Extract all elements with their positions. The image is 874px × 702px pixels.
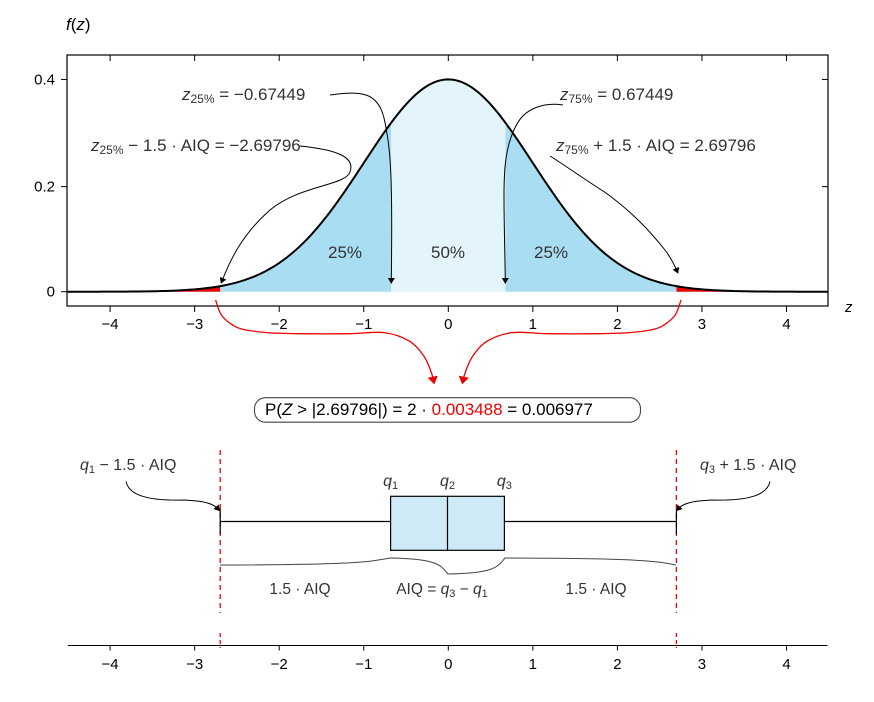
svg-text:z75% = 0.67449: z75% = 0.67449 — [559, 85, 673, 106]
svg-text:25%: 25% — [328, 243, 362, 262]
svg-text:1.5 · AIQ: 1.5 · AIQ — [565, 581, 626, 598]
svg-text:0: 0 — [47, 284, 55, 301]
svg-text:P(Z > |2.69796|) = 2 · 0.00348: P(Z > |2.69796|) = 2 · 0.003488 = 0.0069… — [265, 400, 593, 419]
svg-text:3: 3 — [698, 316, 706, 333]
svg-text:2: 2 — [613, 316, 621, 333]
svg-text:1.5 · AIQ: 1.5 · AIQ — [269, 581, 330, 598]
svg-text:0: 0 — [444, 656, 452, 673]
svg-text:25%: 25% — [534, 243, 568, 262]
svg-text:z: z — [844, 299, 853, 316]
svg-text:−3: −3 — [186, 316, 203, 333]
svg-text:0: 0 — [444, 316, 452, 333]
svg-text:AIQ = q3 − q1: AIQ = q3 − q1 — [396, 581, 488, 600]
svg-text:z25% = −0.67449: z25% = −0.67449 — [181, 85, 305, 106]
svg-text:4: 4 — [782, 656, 790, 673]
svg-text:q3: q3 — [497, 473, 512, 492]
svg-text:1: 1 — [529, 316, 537, 333]
svg-text:4: 4 — [782, 316, 790, 333]
svg-text:q3 + 1.5 · AIQ: q3 + 1.5 · AIQ — [700, 457, 796, 476]
svg-text:3: 3 — [698, 656, 706, 673]
svg-text:q1: q1 — [383, 473, 398, 492]
svg-text:50%: 50% — [431, 243, 465, 262]
svg-text:1: 1 — [529, 656, 537, 673]
svg-text:−1: −1 — [355, 316, 372, 333]
svg-text:f(z): f(z) — [66, 15, 91, 34]
svg-text:2: 2 — [613, 656, 621, 673]
svg-text:q1 − 1.5 · AIQ: q1 − 1.5 · AIQ — [80, 457, 176, 476]
svg-text:−3: −3 — [186, 656, 203, 673]
svg-text:−1: −1 — [355, 656, 372, 673]
svg-text:0.4: 0.4 — [34, 72, 55, 89]
svg-text:−2: −2 — [271, 316, 288, 333]
svg-text:−2: −2 — [271, 656, 288, 673]
svg-text:−4: −4 — [102, 316, 119, 333]
svg-text:−4: −4 — [102, 656, 119, 673]
svg-text:z25% − 1.5 · AIQ = −2.69796: z25% − 1.5 · AIQ = −2.69796 — [90, 136, 301, 157]
svg-text:z75% + 1.5 · AIQ = 2.69796: z75% + 1.5 · AIQ = 2.69796 — [555, 136, 756, 157]
svg-text:q2: q2 — [440, 473, 455, 492]
svg-text:0.2: 0.2 — [34, 179, 55, 196]
